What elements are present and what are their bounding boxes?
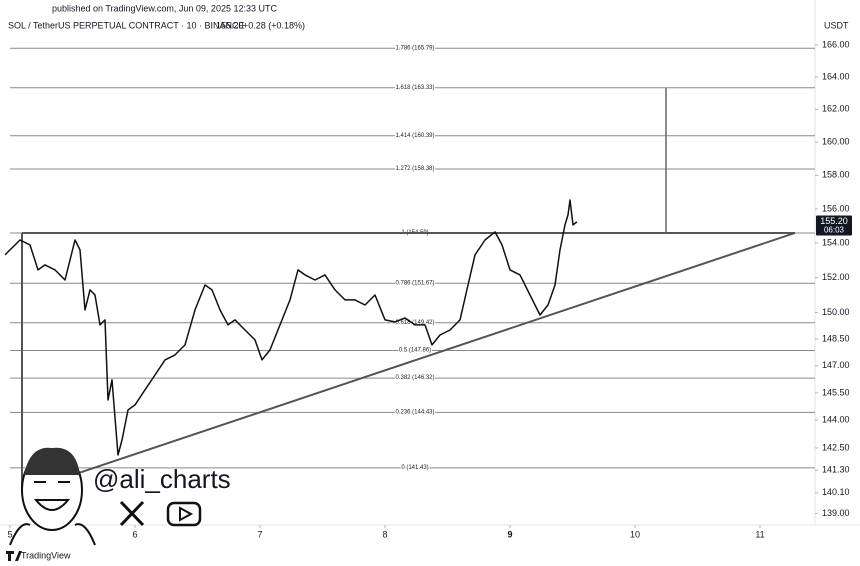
- y-tick-label: 141.30: [822, 465, 850, 475]
- y-tick-label: 150.00: [822, 307, 850, 317]
- x-tick-label: 5: [7, 529, 12, 539]
- y-tick-label: 164.00: [822, 71, 850, 81]
- brand-logo: [6, 551, 22, 561]
- x-icon: [119, 500, 145, 527]
- last-price-label: 155.20: [820, 216, 848, 226]
- y-tick-label: 162.00: [822, 104, 850, 114]
- fib-label: 0.236 (144.43): [395, 409, 434, 415]
- y-tick-label: 166.00: [822, 39, 850, 49]
- y-tick-label: 139.00: [822, 508, 850, 518]
- countdown: 06:03: [824, 226, 845, 235]
- currency: USDT: [824, 20, 849, 30]
- y-tick-label: 148.50: [822, 333, 850, 343]
- price-text: 155.20: [216, 20, 244, 30]
- y-tick-label: 152.00: [822, 272, 850, 282]
- plot: 1.786 (165.79) 1.618 (163.33) 1.414 (160.3…: [4, 44, 815, 493]
- fib-label: 1.786 (165.79): [395, 45, 434, 51]
- watermark: @ali_charts: [93, 464, 231, 494]
- last-price-box: [816, 215, 852, 236]
- fib-label: 1.272 (158.38): [395, 166, 434, 172]
- avatar: [9, 447, 96, 546]
- x-tick-label: 7: [257, 529, 262, 539]
- fib-label: 1.414 (160.39): [395, 133, 434, 139]
- trendline: [21, 231, 796, 493]
- y-tick-label: 144.00: [822, 415, 850, 425]
- y-tick-label: 147.00: [822, 360, 850, 370]
- price-line: [4, 199, 578, 456]
- x-tick-label: 8: [382, 529, 387, 539]
- y-tick-label: 140.10: [822, 487, 850, 497]
- x-tick-label: 6: [132, 529, 137, 539]
- y-tick-label: 156.00: [822, 203, 850, 213]
- y-tick-label: 142.50: [822, 442, 850, 452]
- x-tick-label: 10: [630, 529, 640, 539]
- fib-label: 0.618 (149.42): [395, 320, 434, 326]
- y-tick-label: 145.50: [822, 387, 850, 397]
- y-tick-label: 158.00: [822, 170, 850, 180]
- brand: TradingView: [21, 550, 71, 560]
- x-tick-label: 9: [507, 529, 512, 539]
- fib-label: 0 (141.43): [401, 465, 428, 471]
- fib-label: 0.5 (147.86): [399, 348, 431, 354]
- symbol: SOL / TetherUS PERPETUAL CONTRACT · 10 ·…: [8, 20, 245, 30]
- y-tick-label: 160.00: [822, 137, 850, 147]
- y-tick-label: 154.00: [822, 237, 850, 247]
- fib-label: 1.618 (163.33): [395, 85, 434, 91]
- fib-label: 0.786 (151.67): [395, 280, 434, 286]
- change-text: +0.28 (+0.18%): [243, 20, 305, 30]
- youtube-icon: [166, 501, 202, 527]
- x-tick-label: 11: [755, 529, 764, 539]
- fib-label: 0.382 (146.32): [395, 375, 434, 381]
- published: published on TradingView.com, Jun 09, 20…: [52, 3, 277, 13]
